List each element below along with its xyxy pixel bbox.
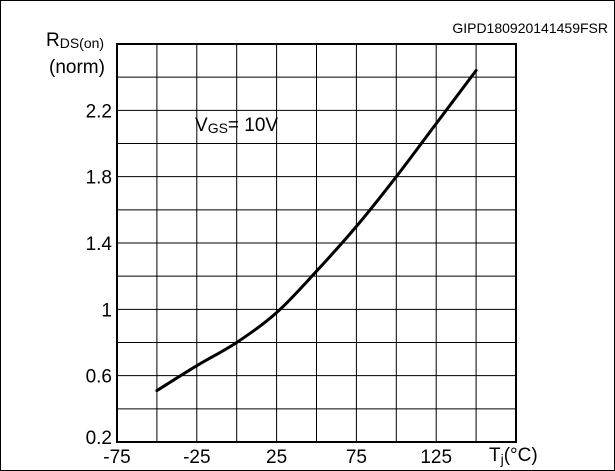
x-axis-label-unit: (°C) [504, 445, 538, 466]
y-tick-label: 1.4 [86, 234, 113, 255]
x-tick-label: 25 [266, 447, 287, 468]
plot-area-border [116, 43, 517, 443]
x-axis-label: Tj(°C) [489, 445, 538, 467]
x-tick-label: 125 [420, 447, 452, 468]
x-tick-label: 75 [346, 447, 367, 468]
y-axis-label-main: R [46, 30, 60, 51]
grid-lines [117, 44, 516, 442]
x-axis-label-sub: j [500, 451, 504, 467]
x-tick-label: -75 [103, 447, 130, 468]
x-tick-labels: -75 -25 25 75 125 [103, 447, 452, 468]
y-tick-label: 1 [101, 300, 112, 321]
x-tick-label: -25 [183, 447, 210, 468]
y-tick-label: 1.8 [86, 168, 112, 189]
vgs-annotation-sub: GS [208, 120, 228, 136]
y-axis-label: RDS(on) [46, 30, 104, 51]
y-tick-label: 2.2 [86, 101, 112, 122]
x-axis-label-main: T [489, 445, 501, 466]
y-tick-label: 0.2 [86, 428, 112, 449]
y-tick-label: 0.6 [86, 367, 112, 388]
rdson-curve [155, 69, 478, 393]
vgs-annotation: VGS= 10V [195, 115, 278, 136]
y-axis-unit: (norm) [49, 57, 105, 78]
figure-code: GIPD180920141459FSR [452, 20, 608, 36]
y-axis-label-sub: DS(on) [60, 35, 104, 51]
vgs-annotation-value: = 10V [228, 115, 279, 136]
vgs-annotation-main: V [195, 115, 208, 136]
y-tick-labels: 0.2 0.6 1 1.4 1.8 2.2 [86, 101, 113, 449]
